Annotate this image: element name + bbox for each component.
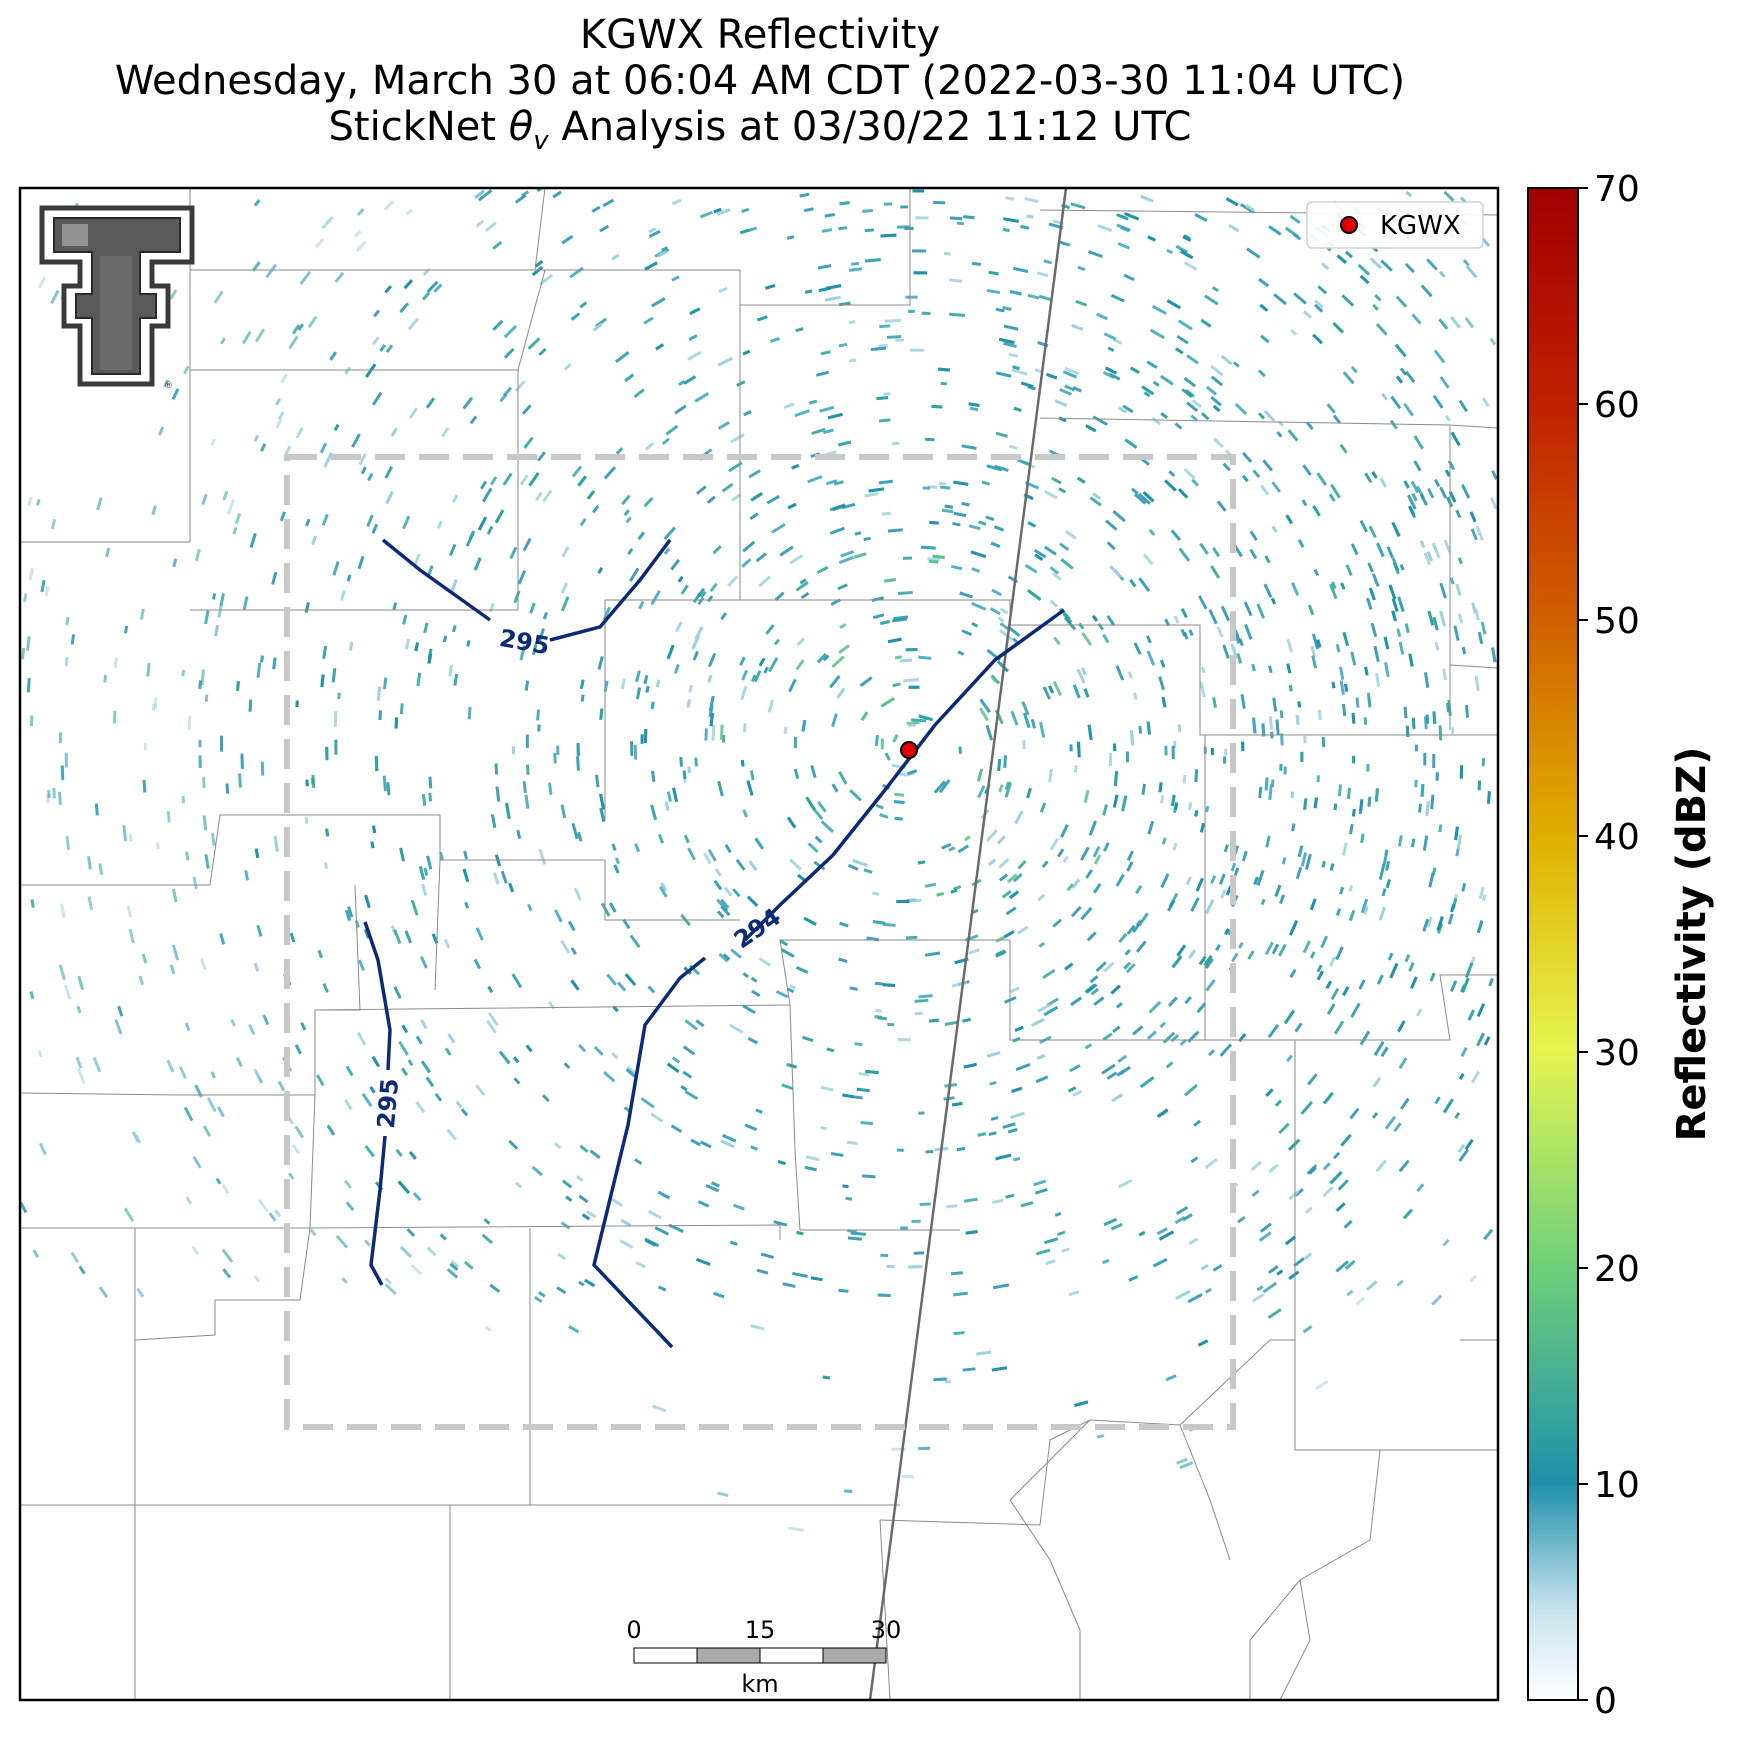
- colorbar-tick-label: 50: [1594, 601, 1640, 642]
- legend-marker: [1340, 216, 1358, 234]
- contour-294-b: [592, 956, 707, 1349]
- contour-294: [743, 608, 1066, 942]
- kgwx-radar-site: [900, 741, 918, 759]
- analysis-domain-box: [284, 454, 1236, 1430]
- colorbar-tick-label: 30: [1594, 1033, 1640, 1074]
- svg-text:®: ®: [164, 381, 173, 391]
- colorbar-tick-label: 20: [1594, 1249, 1640, 1290]
- figure-title: KGWX Reflectivity Wednesday, March 30 at…: [0, 12, 1520, 164]
- scale-tick-label: 30: [871, 1616, 902, 1644]
- contour-295-south: [363, 921, 392, 1071]
- county-boundaries: [20, 188, 1498, 1700]
- map-panel: 295 294 295 KGWX ® 0 15: [18, 186, 1500, 1702]
- colorbar-label: Reflectivity (dBZ): [1669, 747, 1715, 1142]
- scale-tick-label: 0: [626, 1616, 641, 1644]
- colorbar-tick-label: 60: [1594, 385, 1640, 426]
- legend-label: KGWX: [1380, 211, 1461, 241]
- theta-v-contours: [363, 538, 1066, 1349]
- scale-bar: 0 15 30 km: [626, 1616, 901, 1698]
- map-frame: [18, 186, 1500, 1702]
- title-datetime: Wednesday, March 30 at 06:04 AM CDT (202…: [114, 58, 1406, 104]
- title-analysis: StickNet θv Analysis at 03/30/22 11:12 U…: [328, 104, 1192, 156]
- title-radar: KGWX Reflectivity: [579, 12, 941, 58]
- scale-unit: km: [741, 1670, 778, 1698]
- colorbar-tick-label: 70: [1594, 169, 1640, 210]
- reflectivity-echoes: [20, 188, 1498, 1532]
- contour-295-north: [381, 538, 492, 622]
- colorbar-tick-label: 40: [1594, 817, 1640, 858]
- contour-295-south-b: [369, 1135, 387, 1286]
- colorbar: 0 10 20 30 40 50 60 70 Reflectivity (dBZ): [1527, 169, 1715, 1722]
- contour-label: 295: [372, 1077, 404, 1129]
- colorbar-tick-label: 10: [1594, 1465, 1640, 1506]
- legend: KGWX: [1306, 201, 1484, 249]
- texas-tech-logo-icon: ®: [39, 205, 195, 391]
- scale-tick-label: 15: [745, 1616, 776, 1644]
- highway-line: [868, 188, 1068, 1700]
- contour-295-north-b: [549, 538, 672, 642]
- colorbar-tick-label: 0: [1594, 1681, 1617, 1722]
